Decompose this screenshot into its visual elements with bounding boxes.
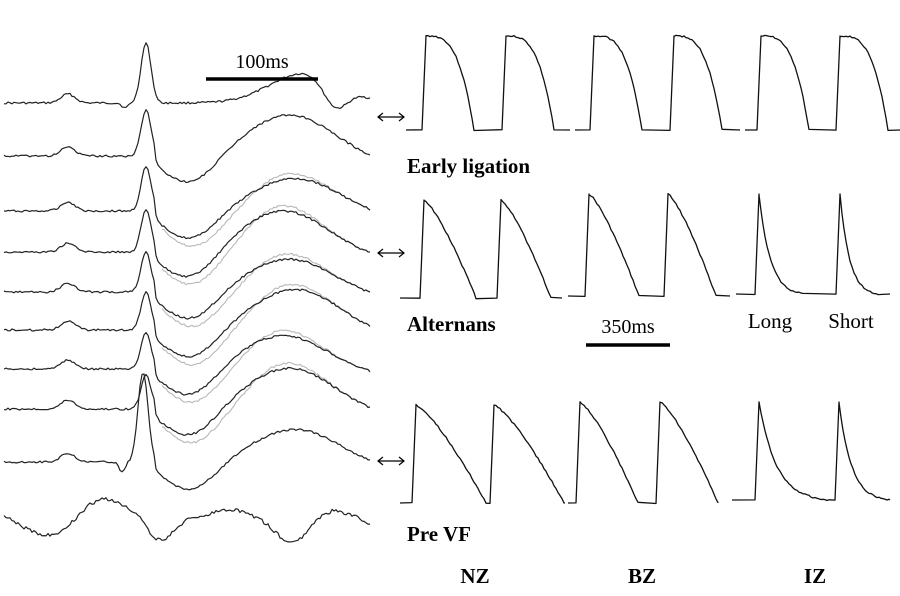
overlay-trace [161,172,371,248]
electrogram-trace [3,497,370,543]
electrogram-trace [3,109,371,184]
action-potential-trace [735,193,891,296]
action-potential-trace [745,34,900,132]
action-potential-panel [399,34,900,505]
ecg-scale-bar: 100ms [206,51,318,81]
overlay-trace [161,204,371,286]
action-potential-trace [567,401,719,505]
action-potential-trace [567,193,731,298]
condition-label-pre-vf: Pre VF [407,522,471,546]
electrogram-trace [3,288,371,358]
beat-label-short: Short [828,309,874,333]
zone-label-bz: BZ [628,564,656,588]
beat-label-long: Long [748,309,793,333]
row-link-arrows [377,112,405,466]
electrogram-trace [3,366,371,436]
ap-scale-label: 350ms [601,316,655,338]
zone-label-iz: IZ [804,564,826,588]
action-potential-trace [399,403,565,505]
action-potential-trace [405,34,571,132]
ecg-scale-label: 100ms [235,51,289,73]
action-potential-trace [731,401,891,502]
electrogram-trace [3,251,371,320]
ap-scale-bar: 350ms [586,316,670,347]
electrogram-trace [3,373,370,491]
overlay-trace [161,361,371,444]
electrogram-trace [4,42,371,109]
double-arrow-icon [377,112,405,122]
action-potential-trace [399,198,563,300]
zone-label-nz: NZ [460,564,489,588]
electrogram-trace [3,209,371,278]
electrogram-trace [3,332,371,396]
electrogram-traces [3,42,371,543]
double-arrow-icon [377,248,405,258]
condition-label-early-ligation: Early ligation [407,154,530,178]
condition-label-alternans: Alternans [407,312,496,336]
overlay-trace [161,329,371,404]
overlay-trace [161,283,371,366]
double-arrow-icon [377,456,405,466]
electrogram-trace [3,166,371,240]
action-potential-trace [574,34,741,132]
